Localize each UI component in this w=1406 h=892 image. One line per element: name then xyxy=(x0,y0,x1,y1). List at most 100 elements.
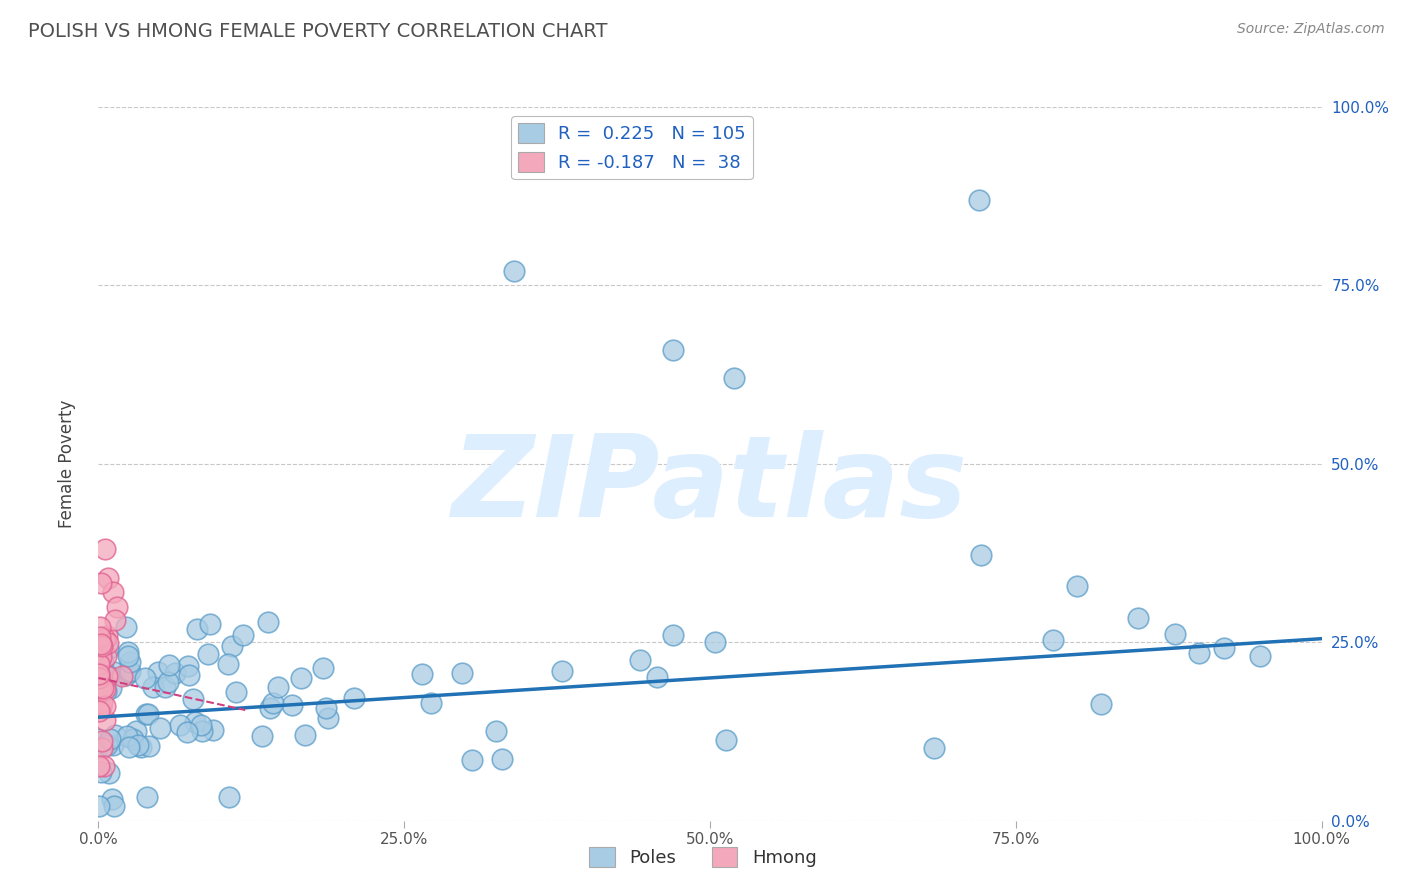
Point xyxy=(97,642,120,657)
Point xyxy=(218,790,240,805)
Point xyxy=(100,681,122,695)
Point xyxy=(90,673,112,687)
Point xyxy=(316,711,339,725)
Point xyxy=(1090,697,1112,711)
Point xyxy=(645,670,668,684)
Point xyxy=(1128,611,1150,625)
Point xyxy=(970,548,993,562)
Point xyxy=(101,792,124,806)
Point xyxy=(103,799,125,814)
Text: POLISH VS HMONG FEMALE POVERTY CORRELATION CHART: POLISH VS HMONG FEMALE POVERTY CORRELATI… xyxy=(28,22,607,41)
Point xyxy=(1188,646,1211,660)
Point xyxy=(420,696,443,710)
Point xyxy=(135,706,157,721)
Point xyxy=(197,648,219,662)
Point xyxy=(124,724,146,739)
Point xyxy=(343,690,366,705)
Point xyxy=(157,657,180,672)
Point xyxy=(90,684,112,698)
Point xyxy=(461,753,484,767)
Point xyxy=(191,723,214,738)
Point xyxy=(225,684,247,698)
Point xyxy=(101,738,124,752)
Point xyxy=(91,641,114,656)
Point xyxy=(183,692,205,706)
Point xyxy=(90,636,112,650)
Point xyxy=(290,671,312,685)
Point xyxy=(704,635,727,649)
Point xyxy=(89,630,111,644)
Point xyxy=(96,629,118,643)
Point xyxy=(662,343,685,357)
Point xyxy=(134,672,156,686)
Point xyxy=(98,731,121,746)
Point xyxy=(491,752,513,766)
Point xyxy=(90,650,112,665)
Point xyxy=(450,665,472,680)
Point xyxy=(411,666,433,681)
Point xyxy=(217,657,239,671)
Point xyxy=(93,758,115,772)
Point xyxy=(136,790,159,805)
Point xyxy=(259,701,281,715)
Point xyxy=(87,657,110,671)
Point xyxy=(114,667,136,681)
Point xyxy=(91,660,114,674)
Point xyxy=(127,739,149,753)
Point xyxy=(94,649,117,664)
Point xyxy=(503,264,526,278)
Point xyxy=(190,717,212,731)
Point xyxy=(169,717,191,731)
Point xyxy=(118,739,141,754)
Point xyxy=(91,681,114,696)
Point xyxy=(89,666,111,681)
Text: Source: ZipAtlas.com: Source: ZipAtlas.com xyxy=(1237,22,1385,37)
Point xyxy=(115,620,138,634)
Legend: Poles, Hmong: Poles, Hmong xyxy=(582,839,824,874)
Point xyxy=(550,664,572,678)
Point xyxy=(104,728,127,742)
Point xyxy=(1164,627,1187,641)
Point xyxy=(97,669,120,683)
Point xyxy=(101,585,124,599)
Point xyxy=(90,695,112,709)
Point xyxy=(89,652,111,666)
Point xyxy=(90,575,112,590)
Point xyxy=(87,758,110,772)
Point xyxy=(157,674,180,689)
Point xyxy=(922,740,945,755)
Point xyxy=(1212,641,1234,656)
Point xyxy=(93,698,115,713)
Point xyxy=(89,676,111,690)
Point xyxy=(136,707,159,722)
Point xyxy=(111,669,134,683)
Point xyxy=(91,654,114,668)
Point xyxy=(96,669,118,683)
Point xyxy=(118,655,141,669)
Point xyxy=(1066,579,1088,593)
Point xyxy=(177,658,200,673)
Point xyxy=(98,766,121,780)
Point xyxy=(163,665,186,680)
Point xyxy=(87,657,110,671)
Point xyxy=(122,732,145,747)
Point xyxy=(94,683,117,698)
Point xyxy=(714,732,737,747)
Point xyxy=(94,632,117,646)
Point xyxy=(87,704,110,718)
Point xyxy=(221,639,243,653)
Point xyxy=(176,724,198,739)
Point xyxy=(94,713,117,727)
Legend: R =  0.225   N = 105, R = -0.187   N =  38: R = 0.225 N = 105, R = -0.187 N = 38 xyxy=(512,116,752,179)
Point xyxy=(97,571,120,585)
Point xyxy=(103,665,125,679)
Point xyxy=(1042,633,1064,648)
Point xyxy=(628,653,651,667)
Point xyxy=(1249,648,1271,663)
Point xyxy=(90,699,112,714)
Point xyxy=(89,667,111,681)
Point xyxy=(267,680,290,694)
Point xyxy=(87,799,110,814)
Point xyxy=(104,613,127,627)
Text: ZIPatlas: ZIPatlas xyxy=(451,430,969,541)
